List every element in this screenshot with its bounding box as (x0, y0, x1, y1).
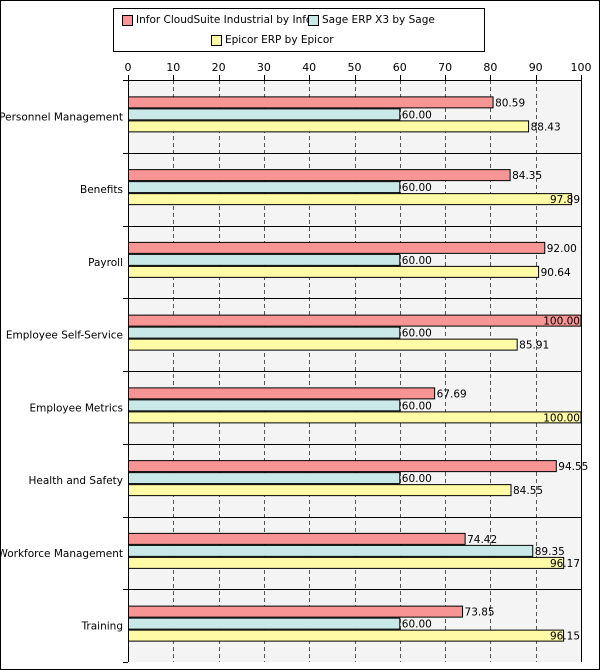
bar-value-label: 96.15 (550, 631, 580, 643)
legend: Infor CloudSuite Industrial by Infor Sag… (113, 8, 485, 52)
bar-value-label: 100.00 (543, 316, 580, 328)
bar (128, 326, 401, 339)
x-tick-label: 90 (529, 61, 543, 74)
bar (128, 617, 401, 630)
bar (128, 387, 436, 400)
bar-value-label: 84.35 (512, 170, 542, 182)
bar (128, 108, 401, 121)
bar-value-label: 80.59 (495, 97, 525, 109)
bar-value-label: 84.55 (513, 485, 543, 497)
legend-label-sage: Sage ERP X3 by Sage (322, 14, 435, 26)
bar (128, 484, 512, 497)
category-label: Training (81, 621, 123, 633)
bar (128, 120, 530, 133)
bar (128, 544, 534, 557)
x-tick-label: 20 (212, 61, 226, 74)
category-label: Health and Safety (29, 475, 124, 487)
x-tick-label: 0 (125, 61, 132, 74)
bar (128, 472, 401, 485)
bar (128, 629, 565, 642)
bar (128, 411, 582, 424)
bar-value-label: 96.17 (550, 558, 580, 570)
bar (128, 460, 557, 473)
category-label: Benefits (80, 184, 123, 196)
bar-value-label: 97.89 (550, 194, 580, 206)
legend-swatch-epicor (211, 35, 222, 46)
bar (128, 556, 565, 569)
bar (128, 181, 401, 194)
category-label: Employee Metrics (30, 402, 123, 414)
legend-label-infor: Infor CloudSuite Industrial by Infor (136, 14, 317, 26)
x-tick-label: 30 (257, 61, 271, 74)
x-tick-label: 10 (166, 61, 180, 74)
bar (128, 399, 401, 412)
category-label: Personnel Management (0, 111, 123, 123)
bar-value-label: 60.00 (402, 619, 432, 631)
bar (128, 338, 518, 351)
bar (128, 193, 572, 206)
bar-value-label: 73.85 (465, 607, 495, 619)
bar (128, 241, 546, 254)
category-label: Workforce Management (0, 548, 123, 560)
x-tick-label: 70 (438, 61, 452, 74)
bar-value-label: 60.00 (402, 473, 432, 485)
x-tick-label: 40 (302, 61, 316, 74)
bar (128, 265, 540, 278)
bar-value-label: 92.00 (547, 243, 577, 255)
bar-value-label: 60.00 (402, 109, 432, 121)
bar-value-label: 100.00 (543, 412, 580, 424)
bar-value-label: 67.69 (437, 388, 467, 400)
bar (128, 96, 494, 109)
category-label: Employee Self-Service (6, 330, 123, 342)
bar (128, 605, 464, 618)
x-tick-label: 80 (483, 61, 497, 74)
legend-swatch-infor (122, 15, 133, 26)
bar-value-label: 60.00 (402, 182, 432, 194)
bar-value-label: 90.64 (541, 267, 571, 279)
bar-value-label: 60.00 (402, 255, 432, 267)
x-tick-label: 100 (571, 61, 592, 74)
bar-value-label: 74.42 (467, 534, 497, 546)
bar-value-label: 60.00 (402, 400, 432, 412)
bar (128, 253, 401, 266)
category-label: Payroll (88, 257, 123, 269)
legend-swatch-sage (308, 15, 319, 26)
bar-value-label: 89.35 (535, 546, 565, 558)
bar-value-label: 85.91 (519, 340, 549, 352)
x-tick-label: 60 (393, 61, 407, 74)
bar (128, 314, 582, 327)
bar-value-label: 88.43 (531, 121, 561, 133)
x-tick-label: 50 (348, 61, 362, 74)
bar (128, 532, 466, 545)
bar-value-label: 60.00 (402, 328, 432, 340)
bar-value-label: 94.55 (558, 461, 588, 473)
bar (128, 169, 511, 182)
legend-label-epicor: Epicor ERP by Epicor (225, 34, 334, 46)
